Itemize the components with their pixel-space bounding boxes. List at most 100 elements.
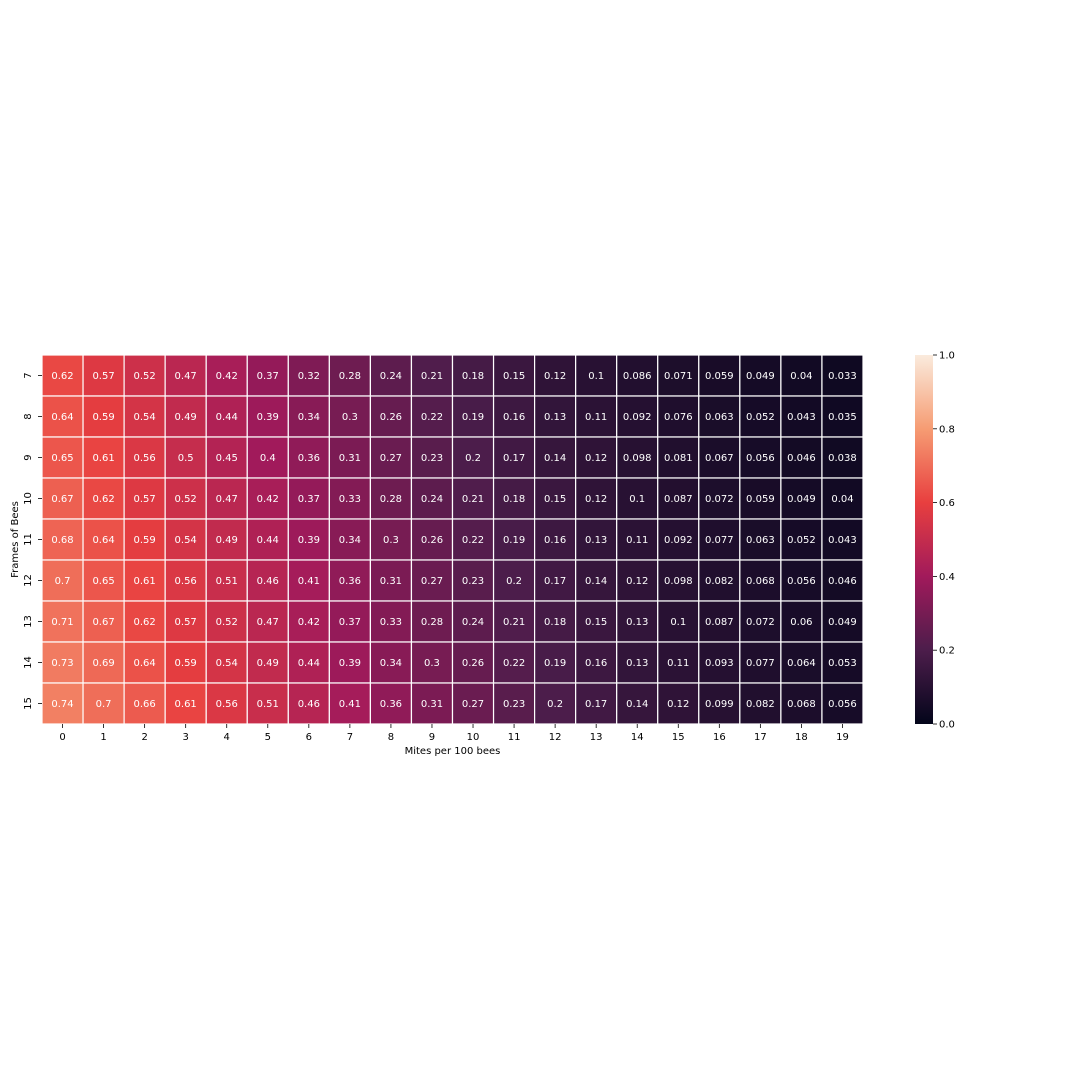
heatmap-cell-value: 0.52 [175, 494, 197, 505]
heatmap-cell [82, 518, 125, 561]
heatmap-cell [123, 641, 166, 684]
heatmap-cell [451, 641, 495, 684]
heatmap-cell-value: 0.13 [585, 535, 607, 546]
heatmap-cell-value: 0.23 [462, 576, 484, 587]
heatmap-cell-value: 0.56 [216, 699, 238, 710]
heatmap-cell-value: 0.42 [298, 617, 320, 628]
heatmap-cell [821, 682, 864, 725]
heatmap-cell [780, 559, 823, 602]
heatmap-cell-value: 0.18 [544, 617, 566, 628]
heatmap-cell-value: 0.52 [133, 371, 155, 382]
heatmap-cell-value: 0.16 [544, 535, 566, 546]
heatmap-cell-value: 0.12 [544, 371, 566, 382]
heatmap-cell-value: 0.61 [175, 699, 197, 710]
heatmap-cell-value: 0.62 [133, 617, 155, 628]
heatmap-cell-value: 0.21 [503, 617, 525, 628]
heatmap-cell [246, 436, 289, 479]
heatmap-cell [123, 600, 166, 643]
x-tick-label: 1 [100, 732, 106, 743]
heatmap-cell-value: 0.2 [465, 453, 481, 464]
heatmap-cell [164, 518, 207, 561]
heatmap-cell [821, 518, 864, 561]
heatmap-cell [739, 354, 782, 397]
heatmap-cell-value: 0.34 [298, 412, 320, 423]
x-tick-label: 12 [549, 732, 562, 743]
heatmap-cell [616, 477, 659, 520]
heatmap-cell [287, 395, 330, 438]
heatmap-cell-value: 0.053 [828, 658, 857, 669]
heatmap-cell-value: 0.52 [216, 617, 238, 628]
x-tick-label: 4 [224, 732, 230, 743]
x-tick-label: 18 [795, 732, 808, 743]
heatmap-cell-value: 0.51 [257, 699, 279, 710]
heatmap-cell-value: 0.26 [380, 412, 402, 423]
heatmap-cell-value: 0.19 [544, 658, 566, 669]
heatmap-cell-value: 0.04 [831, 494, 853, 505]
heatmap-cell-value: 0.049 [828, 617, 857, 628]
heatmap-cell [657, 559, 700, 602]
colorbar-tick-label: 0.2 [939, 646, 955, 657]
heatmap-cell-value: 0.099 [705, 699, 734, 710]
heatmap-cell-value: 0.17 [503, 453, 525, 464]
heatmap-cell-value: 0.052 [746, 412, 775, 423]
heatmap-cell [657, 518, 700, 561]
heatmap-cell-value: 0.24 [462, 617, 484, 628]
heatmap-cell [657, 436, 700, 479]
heatmap-cell-value: 0.22 [462, 535, 484, 546]
heatmap-cell-value: 0.035 [828, 412, 857, 423]
heatmap-cell-value: 0.46 [257, 576, 279, 587]
heatmap-cell-value: 0.059 [705, 371, 734, 382]
heatmap-cell [780, 600, 823, 643]
heatmap-cell [533, 682, 577, 725]
heatmap-cell [780, 477, 823, 520]
x-tick-label: 13 [590, 732, 603, 743]
heatmap-cell-value: 0.098 [623, 453, 652, 464]
heatmap-cell-value: 0.067 [705, 453, 734, 464]
heatmap-cell-value: 0.21 [421, 371, 443, 382]
heatmap-cell-value: 0.23 [421, 453, 443, 464]
heatmap-cell-value: 0.3 [342, 412, 358, 423]
heatmap-cell [616, 436, 659, 479]
heatmap-cell-value: 0.1 [670, 617, 686, 628]
heatmap-cell [82, 682, 125, 725]
colorbar-tick-label: 0.4 [939, 572, 955, 583]
heatmap-cell-value: 0.39 [339, 658, 361, 669]
x-tick-label: 19 [836, 732, 849, 743]
heatmap-cell-value: 0.033 [828, 371, 857, 382]
heatmap-cell-value: 0.74 [51, 699, 73, 710]
heatmap-cell-value: 0.2 [547, 699, 563, 710]
heatmap-cell-value: 0.23 [503, 699, 525, 710]
heatmap-cell-value: 0.49 [216, 535, 238, 546]
heatmap-cell [82, 436, 125, 479]
heatmap-cell-value: 0.65 [92, 576, 114, 587]
y-axis-label: Frames of Bees [10, 501, 21, 578]
heatmap-cell [739, 600, 782, 643]
heatmap-cell-value: 0.093 [705, 658, 734, 669]
heatmap-cell-value: 0.59 [175, 658, 197, 669]
heatmap-cell-value: 0.21 [462, 494, 484, 505]
heatmap-cell [451, 395, 495, 438]
heatmap-cell-value: 0.2 [506, 576, 522, 587]
heatmap-cell [205, 436, 248, 479]
heatmap-cell-value: 0.056 [787, 576, 816, 587]
heatmap-cell [492, 600, 536, 643]
heatmap-cell [575, 600, 618, 643]
heatmap-cell [410, 559, 454, 602]
heatmap-cell [41, 477, 84, 520]
heatmap-cell [369, 395, 413, 438]
heatmap-cell-value: 0.36 [298, 453, 320, 464]
heatmap-cell-value: 0.14 [626, 699, 648, 710]
colorbar-tick-label: 0.0 [939, 720, 955, 731]
heatmap-cell-value: 0.41 [339, 699, 361, 710]
y-axis-ticks: 7 8 9 10 11 12 13 14 15 [23, 372, 42, 710]
heatmap-cell-value: 0.098 [664, 576, 693, 587]
heatmap-cell-value: 0.063 [705, 412, 734, 423]
heatmap-cell-value: 0.072 [705, 494, 734, 505]
heatmap-cell-value: 0.19 [503, 535, 525, 546]
x-tick-label: 11 [508, 732, 521, 743]
heatmap-cell-value: 0.12 [667, 699, 689, 710]
heatmap-cell [287, 477, 330, 520]
heatmap-cell [657, 354, 700, 397]
heatmap-cell-value: 0.28 [380, 494, 402, 505]
